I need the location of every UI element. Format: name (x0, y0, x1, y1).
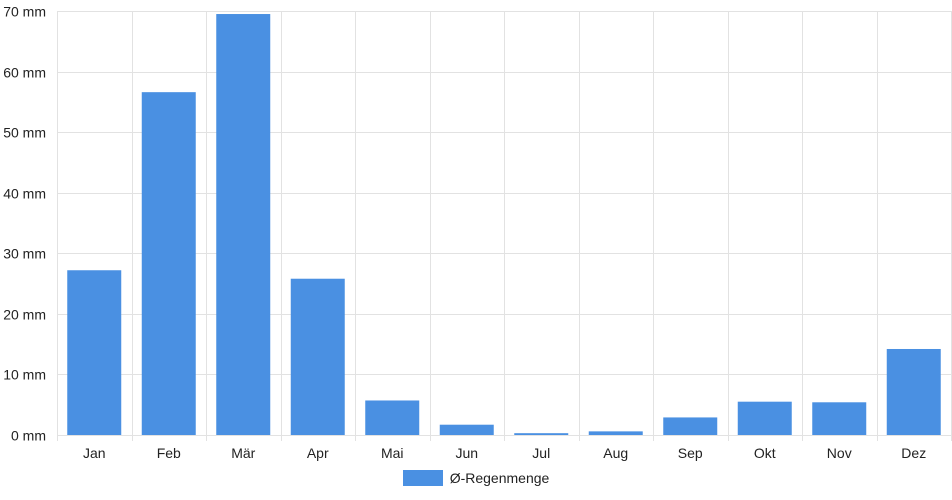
x-tick-label: Apr (307, 445, 329, 461)
bar-jan[interactable] (67, 270, 122, 435)
bar-mär[interactable] (216, 14, 271, 436)
bar-sep[interactable] (663, 417, 718, 435)
y-axis: 0 mm 10 mm 20 mm 30 mm 40 mm 50 mm 60 mm 70 mm (3, 4, 46, 444)
y-tick-label: 10 mm (3, 367, 46, 383)
x-tick-label: Feb (157, 445, 181, 461)
bar-okt[interactable] (737, 401, 792, 435)
bar-jul[interactable] (514, 433, 569, 435)
y-tick-label: 40 mm (3, 186, 46, 202)
bar-feb[interactable] (141, 92, 196, 435)
x-tick-label: Mai (381, 445, 404, 461)
bar-mai[interactable] (365, 400, 420, 435)
bars (67, 14, 941, 436)
x-tick-label: Mär (231, 445, 255, 461)
legend-swatch (402, 470, 443, 486)
y-tick-label: 0 mm (11, 428, 46, 444)
x-tick-label: Aug (603, 445, 628, 461)
y-tick-label: 70 mm (3, 4, 46, 20)
legend-label: Ø-Regenmenge (449, 470, 550, 486)
x-tick-label: Nov (827, 445, 852, 461)
x-tick-label: Jun (455, 445, 478, 461)
bar-dez[interactable] (886, 348, 941, 435)
bar-aug[interactable] (588, 431, 643, 435)
x-tick-label: Dez (901, 445, 926, 461)
x-tick-label: Jan (83, 445, 106, 461)
legend[interactable]: Ø-Regenmenge (0, 470, 952, 486)
y-tick-label: 60 mm (3, 65, 46, 81)
x-tick-label: Okt (754, 445, 776, 461)
y-tick-label: 30 mm (3, 246, 46, 262)
y-tick-label: 20 mm (3, 307, 46, 323)
x-axis: Jan Feb Mär Apr Mai Jun Jul Aug Sep Okt Nov Dez (83, 445, 926, 461)
y-tick-label: 50 mm (3, 125, 46, 141)
bar-jun[interactable] (439, 424, 494, 435)
grid-lines (57, 11, 952, 441)
x-tick-label: Sep (678, 445, 703, 461)
bar-apr[interactable] (290, 278, 345, 435)
x-tick-label: Jul (532, 445, 550, 461)
bar-nov[interactable] (812, 402, 867, 435)
